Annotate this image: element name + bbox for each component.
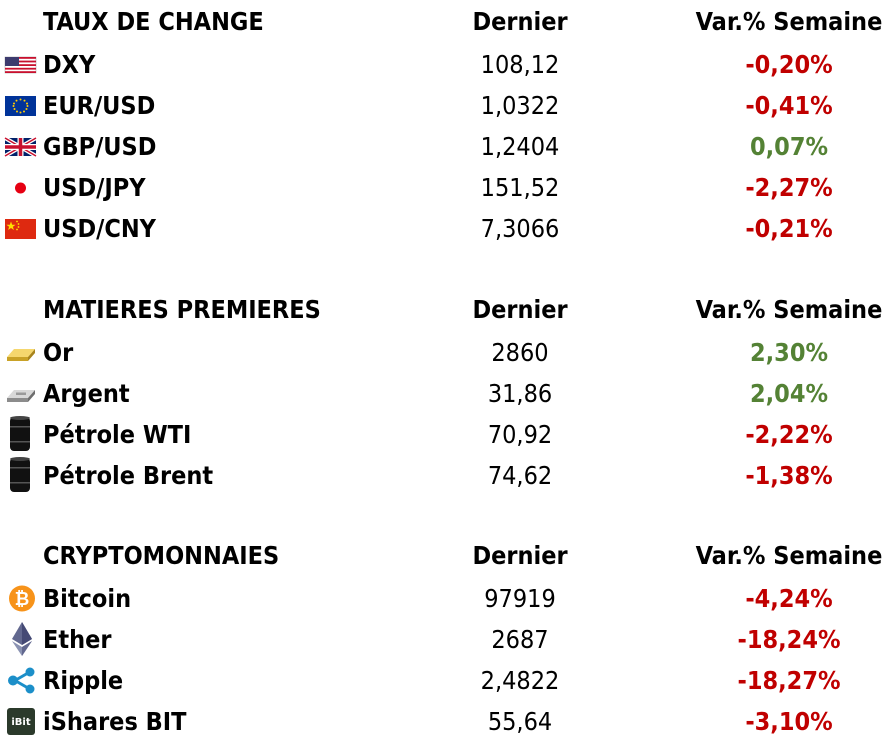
instrument-name: iShares BIT [43, 707, 187, 736]
instrument-name: Pétrole Brent [43, 461, 214, 490]
section-title: MATIERES PREMIERES [43, 295, 321, 324]
table-row: USD/CNY 7,3066 -0,21% [0, 208, 894, 249]
last-value: 1,0322 [480, 91, 560, 120]
last-value: 55,64 [487, 707, 553, 736]
bitcoin-icon: ₿ [4, 585, 37, 612]
svg-text:iBit: iBit [11, 717, 30, 728]
table-row: GBP/USD 1,2404 0,07% [0, 126, 894, 167]
instrument-name: Bitcoin [43, 584, 132, 613]
gold-bar-icon [4, 339, 37, 366]
last-value: 2,4822 [480, 666, 560, 695]
instrument-name: EUR/USD [43, 91, 156, 120]
oil-barrel-icon [4, 415, 37, 453]
table-row: Or 2860 2,30% [0, 332, 894, 373]
weekly-change: -18,24% [737, 625, 841, 654]
instrument-name: Pétrole WTI [43, 420, 192, 449]
weekly-change: -1,38% [745, 461, 833, 490]
china-flag-icon [4, 215, 37, 242]
instrument-name: Argent [43, 379, 130, 408]
section-title: CRYPTOMONNAIES [43, 541, 280, 570]
us-flag-icon [4, 51, 37, 78]
section-header: MATIERES PREMIERES Dernier Var.% Semaine [0, 288, 894, 332]
table-row: Ether 2687 -18,24% [0, 619, 894, 660]
last-value: 151,52 [480, 173, 560, 202]
last-value: 74,62 [487, 461, 553, 490]
eu-flag-icon [4, 92, 37, 119]
section-header: TAUX DE CHANGE Dernier Var.% Semaine [0, 0, 894, 44]
last-value: 31,86 [487, 379, 553, 408]
section-commodities: MATIERES PREMIERES Dernier Var.% Semaine… [0, 288, 894, 496]
weekly-change: 2,04% [749, 379, 829, 408]
column-header-last: Dernier [472, 7, 568, 36]
instrument-name: USD/CNY [43, 214, 156, 243]
weekly-change: -18,27% [737, 666, 841, 695]
weekly-change: -0,20% [745, 50, 833, 79]
section-header: CRYPTOMONNAIES Dernier Var.% Semaine [0, 534, 894, 578]
instrument-name: GBP/USD [43, 132, 157, 161]
ibit-icon: iBit [4, 708, 37, 735]
column-header-last: Dernier [472, 295, 568, 324]
table-row: Argent 31,86 2,04% [0, 373, 894, 414]
svg-text:₿: ₿ [15, 589, 30, 610]
table-row: EUR/USD 1,0322 -0,41% [0, 85, 894, 126]
last-value: 108,12 [480, 50, 560, 79]
uk-flag-icon [4, 133, 37, 160]
instrument-name: USD/JPY [43, 173, 146, 202]
table-row: ₿ Bitcoin 97919 -4,24% [0, 578, 894, 619]
table-row: Pétrole WTI 70,92 -2,22% [0, 414, 894, 455]
table-row: iBit iShares BIT 55,64 -3,10% [0, 701, 894, 742]
weekly-change: 0,07% [749, 132, 829, 161]
instrument-name: Or [43, 338, 74, 367]
silver-bar-icon [4, 380, 37, 407]
weekly-change: -2,27% [745, 173, 833, 202]
weekly-change: -0,21% [745, 214, 833, 243]
last-value: 2860 [491, 338, 549, 367]
table-row: DXY 108,12 -0,20% [0, 44, 894, 85]
instrument-name: Ripple [43, 666, 124, 695]
section-crypto: CRYPTOMONNAIES Dernier Var.% Semaine ₿ B… [0, 534, 894, 742]
section-title: TAUX DE CHANGE [43, 7, 264, 36]
section-fx: TAUX DE CHANGE Dernier Var.% Semaine DXY… [0, 0, 894, 249]
last-value: 7,3066 [480, 214, 560, 243]
japan-flag-icon [4, 174, 37, 201]
weekly-change: -4,24% [745, 584, 833, 613]
table-row: Pétrole Brent 74,62 -1,38% [0, 455, 894, 496]
column-header-change: Var.% Semaine [695, 295, 883, 324]
weekly-change: -2,22% [745, 420, 833, 449]
last-value: 70,92 [487, 420, 553, 449]
column-header-change: Var.% Semaine [695, 541, 883, 570]
column-header-change: Var.% Semaine [695, 7, 883, 36]
table-row: USD/JPY 151,52 -2,27% [0, 167, 894, 208]
oil-barrel-icon [4, 456, 37, 494]
last-value: 1,2404 [480, 132, 560, 161]
ethereum-icon [4, 621, 37, 657]
weekly-change: -3,10% [745, 707, 833, 736]
last-value: 2687 [491, 625, 549, 654]
instrument-name: Ether [43, 625, 112, 654]
instrument-name: DXY [43, 50, 96, 79]
last-value: 97919 [484, 584, 556, 613]
table-row: Ripple 2,4822 -18,27% [0, 660, 894, 701]
ripple-icon [4, 667, 37, 694]
weekly-change: 2,30% [749, 338, 829, 367]
column-header-last: Dernier [472, 541, 568, 570]
weekly-change: -0,41% [745, 91, 833, 120]
